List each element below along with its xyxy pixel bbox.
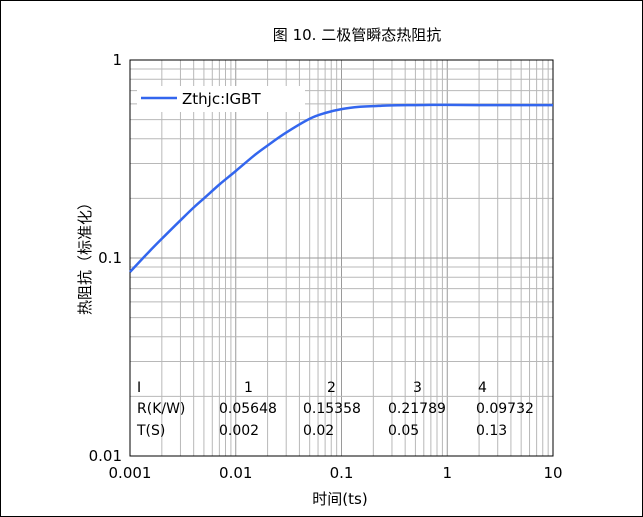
table-cell: 0.05 bbox=[388, 423, 419, 439]
table-cell: 0.15358 bbox=[303, 401, 361, 417]
table-row-label: T(S) bbox=[136, 423, 165, 439]
table-row-label: R(K/W) bbox=[137, 401, 185, 417]
x-tick-label: 0.001 bbox=[109, 464, 152, 482]
y-tick-label: 1 bbox=[112, 51, 122, 69]
grid bbox=[130, 60, 553, 456]
table-index-header: I bbox=[137, 380, 141, 396]
table-column-header: 2 bbox=[327, 380, 336, 396]
x-tick-label: 1 bbox=[442, 464, 452, 482]
y-tick-label: 0.1 bbox=[98, 249, 122, 267]
series-layer bbox=[129, 103, 553, 273]
chart-title: 图 10. 二极管瞬态热阻抗 bbox=[273, 26, 441, 44]
legend-label: Zthjc:IGBT bbox=[182, 90, 261, 108]
table-cell: 0.02 bbox=[303, 423, 334, 439]
x-tick-label: 10 bbox=[543, 464, 562, 482]
series-line-0 bbox=[129, 103, 553, 273]
y-tick-label: 0.01 bbox=[89, 447, 122, 465]
x-axis-title: 时间(ts) bbox=[312, 490, 367, 508]
table-cell: 0.21789 bbox=[388, 401, 446, 417]
y-axis-title: 热阻抗（标准化） bbox=[76, 195, 94, 315]
table-column-header: 4 bbox=[478, 380, 487, 396]
legend: Zthjc:IGBT bbox=[137, 86, 305, 112]
tick-labels: 0.001 0.01 0.1 1 100.010.11 bbox=[89, 51, 563, 482]
x-tick-label: 0.1 bbox=[330, 464, 354, 482]
table-cell: 0.05648 bbox=[219, 401, 277, 417]
table-cell: 0.09732 bbox=[476, 401, 534, 417]
table-column-header: 1 bbox=[244, 380, 253, 396]
x-tick-label: 0.01 bbox=[219, 464, 252, 482]
table-column-header: 3 bbox=[413, 380, 422, 396]
plot-border bbox=[129, 59, 554, 457]
parameter-table: I 1 2 3 4 R(K/W) 0.05648 0.15358 0.21789 0.09732 T… bbox=[136, 380, 534, 439]
table-cell: 0.13 bbox=[476, 423, 507, 439]
table-cell: 0.002 bbox=[219, 423, 259, 439]
